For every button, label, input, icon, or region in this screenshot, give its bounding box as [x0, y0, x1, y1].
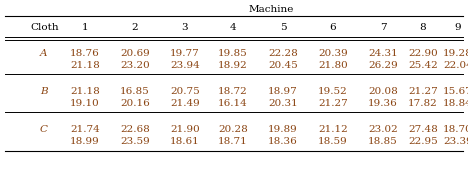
Text: 20.75: 20.75	[170, 87, 200, 96]
Text: 18.92: 18.92	[218, 61, 248, 70]
Text: 8: 8	[420, 23, 426, 32]
Text: 4: 4	[230, 23, 236, 32]
Text: 16.85: 16.85	[120, 87, 150, 96]
Text: 18.72: 18.72	[218, 87, 248, 96]
Text: 21.90: 21.90	[170, 125, 200, 134]
Text: 23.02: 23.02	[368, 125, 398, 134]
Text: 27.48: 27.48	[408, 125, 438, 134]
Text: B: B	[40, 87, 48, 96]
Text: 5: 5	[280, 23, 286, 32]
Text: 20.69: 20.69	[120, 49, 150, 57]
Text: 18.85: 18.85	[368, 137, 398, 146]
Text: 18.59: 18.59	[318, 137, 348, 146]
Text: 18.97: 18.97	[268, 87, 298, 96]
Text: 22.90: 22.90	[408, 49, 438, 57]
Text: 21.74: 21.74	[70, 125, 100, 134]
Text: 19.36: 19.36	[368, 99, 398, 108]
Text: C: C	[40, 125, 48, 134]
Text: 22.28: 22.28	[268, 49, 298, 57]
Text: 20.31: 20.31	[268, 99, 298, 108]
Text: A: A	[40, 49, 47, 57]
Text: 19.85: 19.85	[218, 49, 248, 57]
Text: 25.42: 25.42	[408, 61, 438, 70]
Text: Machine: Machine	[249, 5, 294, 14]
Text: 20.16: 20.16	[120, 99, 150, 108]
Text: 17.82: 17.82	[408, 99, 438, 108]
Text: 22.68: 22.68	[120, 125, 150, 134]
Text: 23.59: 23.59	[120, 137, 150, 146]
Text: 18.99: 18.99	[70, 137, 100, 146]
Text: 21.27: 21.27	[408, 87, 438, 96]
Text: 19.10: 19.10	[70, 99, 100, 108]
Text: 7: 7	[380, 23, 386, 32]
Text: 19.77: 19.77	[170, 49, 200, 57]
Text: 18.70: 18.70	[443, 125, 468, 134]
Text: 18.76: 18.76	[70, 49, 100, 57]
Text: 18.36: 18.36	[268, 137, 298, 146]
Text: 23.39: 23.39	[443, 137, 468, 146]
Text: 15.67: 15.67	[443, 87, 468, 96]
Text: 21.18: 21.18	[70, 87, 100, 96]
Text: 24.31: 24.31	[368, 49, 398, 57]
Text: Cloth: Cloth	[30, 23, 58, 32]
Text: 22.04: 22.04	[443, 61, 468, 70]
Text: 9: 9	[455, 23, 461, 32]
Text: 23.20: 23.20	[120, 61, 150, 70]
Text: 21.27: 21.27	[318, 99, 348, 108]
Text: 6: 6	[329, 23, 336, 32]
Text: 19.89: 19.89	[268, 125, 298, 134]
Text: 19.28: 19.28	[443, 49, 468, 57]
Text: 18.71: 18.71	[218, 137, 248, 146]
Text: 16.14: 16.14	[218, 99, 248, 108]
Text: 19.52: 19.52	[318, 87, 348, 96]
Text: 21.49: 21.49	[170, 99, 200, 108]
Text: 20.39: 20.39	[318, 49, 348, 57]
Text: 23.94: 23.94	[170, 61, 200, 70]
Text: 20.28: 20.28	[218, 125, 248, 134]
Text: 21.12: 21.12	[318, 125, 348, 134]
Text: 21.80: 21.80	[318, 61, 348, 70]
Text: 21.18: 21.18	[70, 61, 100, 70]
Text: 2: 2	[132, 23, 139, 32]
Text: 20.08: 20.08	[368, 87, 398, 96]
Text: 26.29: 26.29	[368, 61, 398, 70]
Text: 18.61: 18.61	[170, 137, 200, 146]
Text: 22.95: 22.95	[408, 137, 438, 146]
Text: 1: 1	[82, 23, 88, 32]
Text: 3: 3	[182, 23, 188, 32]
Text: 20.45: 20.45	[268, 61, 298, 70]
Text: 18.84: 18.84	[443, 99, 468, 108]
